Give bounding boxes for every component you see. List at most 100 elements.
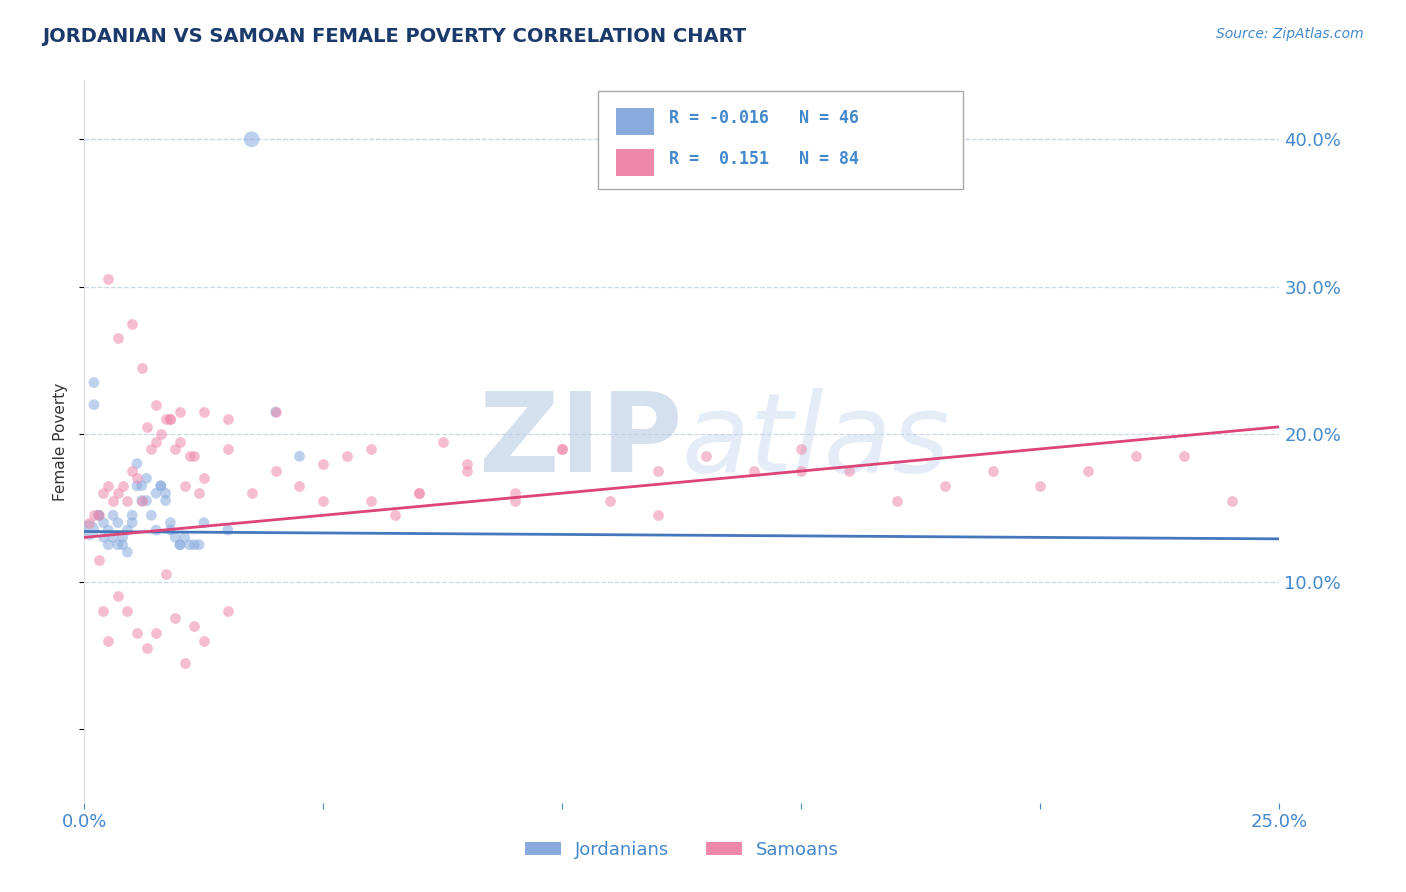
Point — [169, 434, 191, 449]
Point — [149, 427, 172, 442]
Point — [647, 464, 669, 478]
Point — [131, 493, 153, 508]
Text: Source: ZipAtlas.com: Source: ZipAtlas.com — [1216, 27, 1364, 41]
Point — [159, 412, 181, 426]
Point — [169, 405, 191, 419]
Point — [456, 457, 478, 471]
Point — [173, 656, 195, 670]
Point — [179, 538, 201, 552]
Point — [1173, 450, 1195, 464]
Point — [87, 508, 110, 523]
Point — [217, 442, 239, 456]
Point — [125, 471, 148, 485]
Point — [188, 538, 211, 552]
Point — [183, 538, 205, 552]
Point — [111, 538, 134, 552]
Point — [551, 442, 574, 456]
Point — [93, 604, 115, 618]
Point — [432, 434, 454, 449]
Point — [145, 523, 167, 537]
Point — [165, 611, 187, 625]
Point — [87, 552, 110, 566]
Point — [125, 457, 148, 471]
Point — [101, 493, 124, 508]
Point — [117, 545, 139, 559]
Point — [312, 457, 335, 471]
Point — [173, 530, 195, 544]
Point — [111, 479, 134, 493]
Point — [121, 508, 143, 523]
Point — [886, 493, 908, 508]
Point — [503, 486, 526, 500]
Point — [169, 538, 191, 552]
Point — [107, 486, 129, 500]
Text: R = -0.016   N = 46: R = -0.016 N = 46 — [669, 109, 859, 128]
Point — [135, 493, 157, 508]
Text: JORDANIAN VS SAMOAN FEMALE POVERTY CORRELATION CHART: JORDANIAN VS SAMOAN FEMALE POVERTY CORRE… — [42, 27, 747, 45]
Point — [193, 516, 215, 530]
Point — [173, 479, 195, 493]
Point — [934, 479, 956, 493]
Point — [155, 567, 177, 582]
Point — [121, 464, 143, 478]
Point — [599, 493, 621, 508]
Point — [83, 376, 105, 390]
Point — [456, 464, 478, 478]
Point — [360, 442, 382, 456]
Point — [264, 405, 287, 419]
Point — [1077, 464, 1099, 478]
Point — [93, 516, 115, 530]
Point — [101, 530, 124, 544]
Point — [101, 508, 124, 523]
Point — [155, 412, 177, 426]
Point — [1125, 450, 1147, 464]
Point — [125, 626, 148, 640]
Point — [97, 523, 120, 537]
Point — [117, 523, 139, 537]
Point — [149, 479, 172, 493]
Point — [360, 493, 382, 508]
Bar — [616, 108, 654, 136]
Point — [165, 530, 187, 544]
Point — [93, 530, 115, 544]
Point — [193, 471, 215, 485]
Point — [1220, 493, 1243, 508]
Point — [742, 464, 765, 478]
Point — [77, 516, 100, 530]
Point — [145, 398, 167, 412]
Point — [503, 493, 526, 508]
Point — [312, 493, 335, 508]
Point — [145, 434, 167, 449]
Text: R =  0.151   N = 84: R = 0.151 N = 84 — [669, 150, 859, 168]
Point — [695, 450, 717, 464]
Point — [125, 479, 148, 493]
Point — [165, 442, 187, 456]
Point — [217, 523, 239, 537]
Point — [149, 479, 172, 493]
Text: ZIP: ZIP — [478, 388, 682, 495]
Point — [107, 590, 129, 604]
Point — [155, 486, 177, 500]
Point — [155, 493, 177, 508]
Point — [551, 442, 574, 456]
Point — [408, 486, 430, 500]
Point — [288, 479, 311, 493]
Point — [77, 523, 100, 537]
Point — [193, 405, 215, 419]
Point — [131, 479, 153, 493]
Point — [790, 442, 813, 456]
Point — [83, 398, 105, 412]
Point — [93, 486, 115, 500]
Point — [87, 508, 110, 523]
Point — [217, 412, 239, 426]
Point — [107, 516, 129, 530]
Point — [179, 450, 201, 464]
Point — [264, 464, 287, 478]
Point — [135, 419, 157, 434]
Point — [97, 633, 120, 648]
Bar — [616, 149, 654, 176]
Point — [97, 272, 120, 286]
Y-axis label: Female Poverty: Female Poverty — [53, 383, 69, 500]
Point — [107, 538, 129, 552]
Point — [117, 604, 139, 618]
